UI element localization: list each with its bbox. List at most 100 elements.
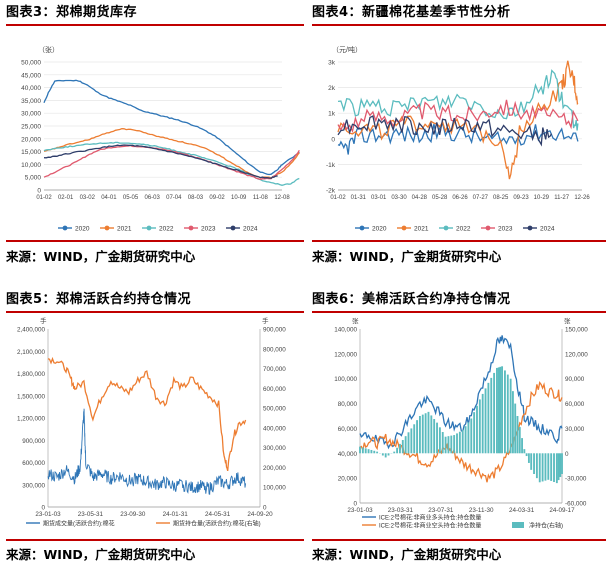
y-tick-label: 5,000 bbox=[25, 175, 42, 182]
y-left-unit-label: 手 bbox=[40, 316, 47, 325]
legend-marker bbox=[443, 225, 449, 231]
y-right-tick-label: -30,000 bbox=[565, 476, 587, 483]
net-position-bar bbox=[478, 399, 481, 454]
source-rule bbox=[6, 539, 304, 541]
y-right-tick-label: 200,000 bbox=[263, 465, 286, 472]
y-left-tick-label: 900,000 bbox=[22, 438, 45, 445]
x-tick-label: 23-07-31 bbox=[428, 507, 454, 514]
series-line-2022 bbox=[337, 69, 579, 131]
x-tick-label: 23-03-31 bbox=[388, 507, 414, 514]
x-tick-label: 24-03-31 bbox=[509, 507, 535, 514]
y-right-tick-label: 900,000 bbox=[263, 327, 286, 334]
x-tick-label: 24-01-31 bbox=[163, 511, 189, 518]
y-left-tick-label: 600,000 bbox=[22, 460, 45, 467]
y-tick-label: -1k bbox=[326, 162, 336, 169]
x-tick-label: 09-02 bbox=[209, 195, 225, 201]
x-tick-label: 10-29 bbox=[534, 195, 550, 201]
legend-label: 2021 bbox=[414, 226, 429, 233]
panel-zhengmian-inventory: 图表3：郑棉期货库存 （张） 0 5,000 10,000 15,000 20,000 25… bbox=[6, 0, 304, 285]
net-position-bar bbox=[396, 447, 399, 454]
x-tick-label: 02-01 bbox=[58, 195, 74, 201]
y-tick-label: 50,000 bbox=[21, 60, 41, 67]
net-position-bar bbox=[523, 449, 526, 454]
y-right-tick-label: 150,000 bbox=[565, 327, 588, 334]
net-position-bar bbox=[458, 431, 461, 454]
y-left-tick-label: 1,200,000 bbox=[17, 416, 46, 423]
legend-marker bbox=[104, 225, 110, 231]
net-position-bar bbox=[514, 403, 517, 454]
legend-marker bbox=[401, 225, 407, 231]
net-position-bar bbox=[464, 426, 467, 454]
y-left-tick-label: 0 bbox=[41, 505, 45, 512]
net-position-bar bbox=[416, 420, 418, 454]
net-position-bar bbox=[359, 446, 361, 454]
panel-xinjiang-basis: 图表4：新疆棉花基差季节性分析 （元/吨） -2k -1k 0 1k 2k 3k 01-02 0… bbox=[312, 0, 606, 285]
x-tick-label: 03-01 bbox=[371, 195, 387, 201]
legend-label: 2022 bbox=[456, 226, 471, 233]
y-unit-label: （元/吨） bbox=[332, 45, 362, 54]
y-unit-label: （张） bbox=[38, 45, 59, 54]
net-position-bar bbox=[547, 453, 550, 480]
net-position-bar bbox=[410, 428, 413, 454]
legend-marker bbox=[146, 225, 152, 231]
y-left-tick-label: 1,800,000 bbox=[17, 371, 46, 378]
y-tick-label: 0 bbox=[37, 188, 41, 195]
chart-zhengmian-open-interest: 手 手 0 300,000 600,000 900,000 1,200,000 1,500,0… bbox=[17, 316, 286, 528]
y-left-tick-label: 1,500,000 bbox=[17, 393, 46, 400]
y-tick-label: 25,000 bbox=[21, 124, 41, 131]
series-line-2023 bbox=[43, 144, 300, 181]
net-position-bar bbox=[538, 453, 541, 483]
net-position-bar bbox=[381, 453, 384, 456]
title-rule bbox=[6, 311, 304, 313]
y-right-tick-label: 90,000 bbox=[565, 376, 585, 383]
net-position-bar bbox=[418, 416, 421, 454]
net-position-bar bbox=[370, 449, 373, 454]
x-tick-label: 07-27 bbox=[473, 195, 489, 201]
y-tick-label: 15,000 bbox=[21, 149, 41, 156]
y-tick-label: 10,000 bbox=[21, 162, 41, 169]
net-position-bar bbox=[544, 453, 547, 481]
legend-label: 净持仓(右轴) bbox=[529, 522, 563, 530]
net-position-bar bbox=[376, 451, 379, 454]
x-tick-label: 05-05 bbox=[123, 195, 139, 201]
y-left-tick-label: 60,000 bbox=[338, 426, 358, 433]
y-right-tick-label: 100,000 bbox=[263, 485, 286, 492]
net-position-bar bbox=[527, 453, 530, 463]
net-position-bar bbox=[461, 430, 464, 454]
panel-zhengmian-open-interest: 图表5：郑棉活跃合约持仓情况 手 手 0 300,000 600,000 900,000 1… bbox=[6, 287, 304, 565]
net-position-bar bbox=[453, 435, 456, 454]
net-position-bar bbox=[447, 436, 450, 454]
y-left-tick-label: 2,400,000 bbox=[17, 327, 46, 334]
y-tick-label: 1k bbox=[328, 111, 336, 118]
net-position-bar bbox=[413, 424, 416, 454]
y-left-tick-label: 0 bbox=[353, 501, 357, 508]
net-position-bar bbox=[555, 453, 558, 484]
net-position-bar bbox=[530, 453, 533, 470]
net-position-bar bbox=[561, 453, 563, 474]
y-left-tick-label: 100,000 bbox=[334, 376, 357, 383]
net-position-bar bbox=[430, 415, 433, 454]
y-right-tick-label: 30,000 bbox=[565, 426, 585, 433]
x-tick-label: 03-30 bbox=[391, 195, 407, 201]
x-tick-label: 23-01-03 bbox=[35, 511, 61, 518]
net-position-bar bbox=[361, 447, 364, 454]
y-tick-label: 40,000 bbox=[21, 85, 41, 92]
net-position-bar bbox=[407, 432, 410, 454]
series-line-2024 bbox=[337, 115, 553, 147]
y-right-tick-label: 60,000 bbox=[565, 401, 585, 408]
series-line bbox=[359, 381, 563, 483]
legend-label: 期货持仓量(活跃合约):棉花(右轴) bbox=[173, 520, 261, 528]
net-position-bar bbox=[436, 422, 438, 454]
panel-title: 图表3：郑棉期货库存 bbox=[6, 5, 138, 20]
series-line-2021 bbox=[337, 60, 579, 180]
series-line-2024 bbox=[43, 144, 278, 179]
x-tick-label: 03-02 bbox=[80, 195, 96, 201]
net-position-bar bbox=[525, 453, 528, 457]
x-tick-label: 11-08 bbox=[253, 195, 269, 201]
net-position-bar bbox=[487, 382, 490, 454]
legend-label: ICE:2号棉花:非商业多头持仓:持仓数量 bbox=[379, 514, 481, 522]
net-position-bar bbox=[421, 414, 424, 454]
legend-label: ICE:2号棉花:非商业空头持仓:持仓数量 bbox=[379, 522, 481, 530]
y-left-tick-label: 40,000 bbox=[338, 451, 358, 458]
